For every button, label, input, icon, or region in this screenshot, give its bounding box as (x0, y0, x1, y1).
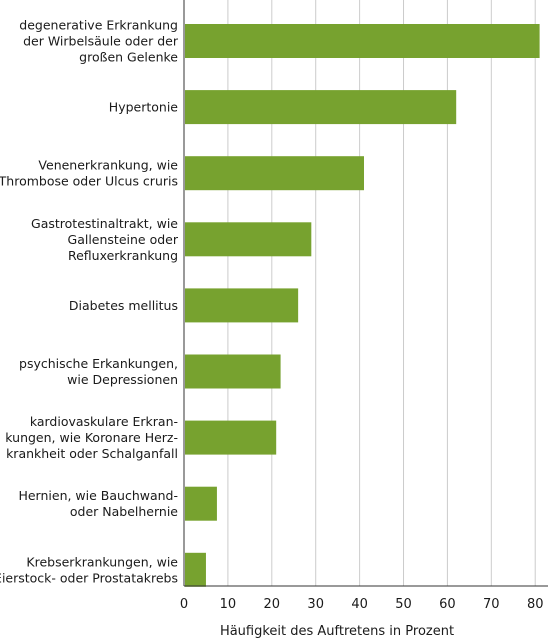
bar (185, 552, 206, 587)
bar (185, 288, 299, 323)
category-label: Hypertonie (109, 100, 179, 115)
x-tick-label: 10 (220, 597, 237, 612)
category-label: Gastrotestinaltrakt, wie Gallensteine ode… (31, 216, 179, 263)
bar (185, 354, 281, 389)
category-label: Krebserkrankungen, wie Eierstock- oder Pr… (0, 554, 178, 585)
x-tick-label: 20 (264, 597, 281, 612)
x-tick-label: 40 (351, 597, 368, 612)
bar (185, 24, 540, 58)
category-label: Venenerkrankung, wie Thrombose oder Ulcus… (0, 158, 178, 189)
x-tick-label: 30 (307, 597, 324, 612)
category-label: psychische Erkankungen, wie Depressionen (19, 356, 178, 387)
bar (185, 90, 457, 125)
x-tick-label: 80 (527, 597, 544, 612)
bar (185, 222, 312, 257)
bar (185, 486, 217, 521)
category-labels: degenerative Erkrankung der Wirbelsäule o… (0, 18, 179, 586)
x-axis: 0 10 20 30 40 50 60 70 80 (180, 585, 548, 612)
bar (185, 156, 364, 191)
category-label: kardiovaskulare Erkran-kungen, wie Koron… (5, 414, 178, 461)
x-tick-label: 50 (395, 597, 412, 612)
category-label: Hernien, wie Bauchwand-oder Nabelhernie (18, 488, 178, 519)
category-label: degenerative Erkrankung der Wirbelsäule o… (19, 18, 179, 65)
x-axis-title: Häufigkeit des Auftretens in Prozent (220, 624, 454, 639)
x-tick-label: 0 (180, 597, 188, 612)
bars (185, 24, 540, 587)
x-tick-label: 70 (483, 597, 500, 612)
bar (185, 420, 277, 455)
category-label: Diabetes mellitus (69, 298, 178, 313)
x-tick-label: 60 (439, 597, 456, 612)
